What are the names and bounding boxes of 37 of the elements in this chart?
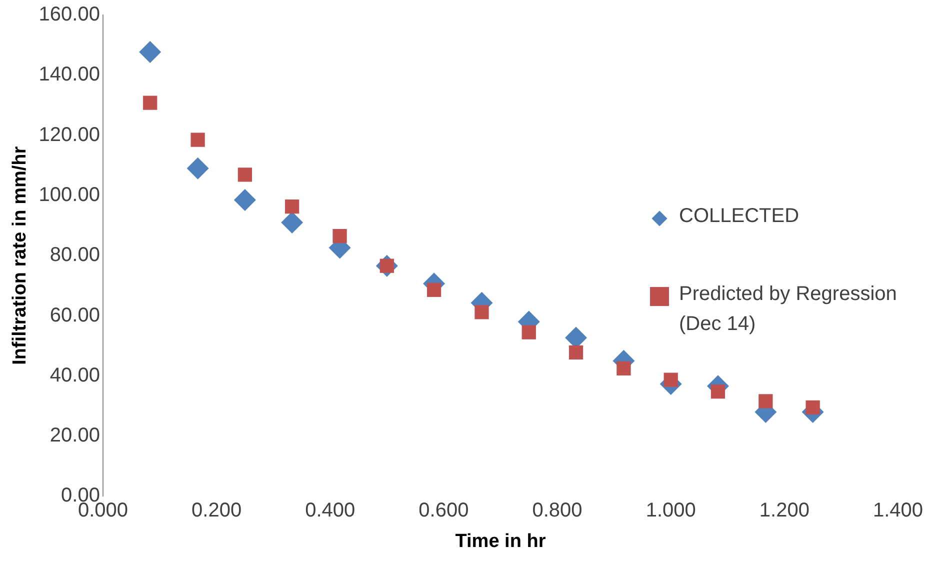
point xyxy=(285,200,300,214)
x-tick-label: 1.200 xyxy=(759,500,810,522)
point xyxy=(186,157,209,180)
y-tick-label: 140.00 xyxy=(38,64,100,86)
point xyxy=(758,394,773,408)
y-tick-label: 60.00 xyxy=(50,304,100,326)
point xyxy=(474,305,489,320)
x-tick-label: 1.400 xyxy=(872,500,924,522)
point xyxy=(234,188,256,211)
point xyxy=(332,228,347,244)
point xyxy=(710,384,726,399)
x-tick-label: 0.400 xyxy=(305,500,356,522)
y-tick-label: 160.00 xyxy=(38,4,100,26)
y-axis-title: Infiltration rate in mm/hr xyxy=(10,146,31,365)
x-tick-label: 0.200 xyxy=(192,500,242,522)
y-tick-label: 80.00 xyxy=(50,244,100,266)
x-tick-label: 0.800 xyxy=(532,500,582,522)
y-tick-label: 100.00 xyxy=(38,184,100,206)
point xyxy=(522,325,536,340)
point xyxy=(139,40,162,63)
point xyxy=(426,282,442,297)
y-tick-label: 20.00 xyxy=(50,424,100,447)
point xyxy=(143,96,158,110)
point xyxy=(281,212,304,234)
point xyxy=(238,168,252,182)
x-axis-title: Time in hr xyxy=(455,530,546,552)
x-tick-label: 0.600 xyxy=(418,500,469,522)
y-tick-label: 40.00 xyxy=(50,364,100,386)
point xyxy=(664,372,678,387)
legend-label: Predicted by Regression (Dec 14) xyxy=(679,282,898,337)
legend-label: COLLECTED xyxy=(679,204,800,229)
point xyxy=(568,345,584,360)
point xyxy=(616,361,631,376)
x-tick-label: 1.000 xyxy=(646,500,696,522)
point xyxy=(806,400,820,415)
y-tick-label: 120.00 xyxy=(38,124,100,146)
point xyxy=(190,132,205,147)
